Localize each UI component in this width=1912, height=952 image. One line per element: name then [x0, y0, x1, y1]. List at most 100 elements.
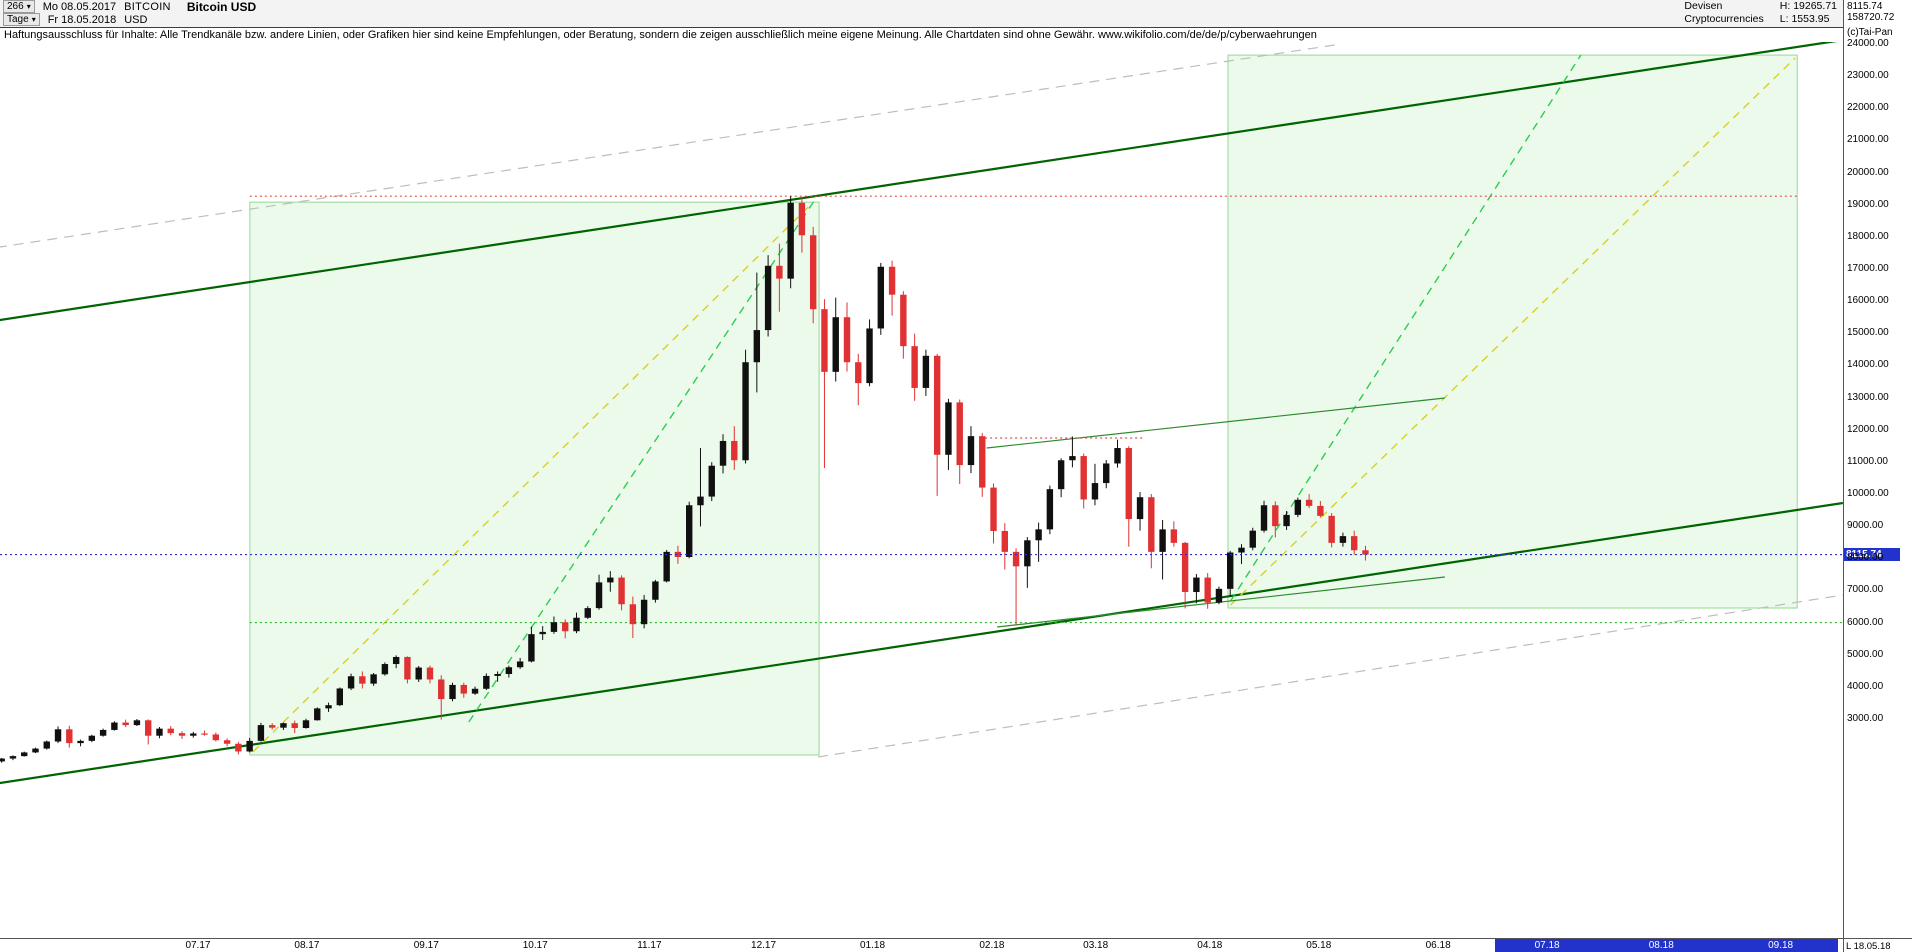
trend-channel-lower — [0, 501, 1843, 785]
candle-body — [426, 667, 434, 680]
candle-body — [1272, 505, 1279, 527]
candle-body — [347, 676, 355, 689]
candle-body — [640, 599, 648, 625]
mid-trendline-green — [986, 397, 1445, 449]
candle-body — [1170, 529, 1178, 543]
candle-body — [979, 436, 986, 488]
period-dropdown[interactable]: Tage ▾ — [3, 13, 40, 26]
category-line-1: Devisen — [1684, 0, 1723, 12]
y-axis-label: 8000.00 — [1847, 552, 1884, 564]
candle-body — [460, 684, 467, 694]
x-axis-label: 02.18 — [979, 940, 1005, 951]
candle-body — [1294, 499, 1302, 515]
candle-body — [223, 740, 231, 744]
candle-body — [719, 440, 727, 466]
outer-channel-upper-gray — [0, 43, 1342, 248]
candle-body — [99, 729, 107, 736]
candle-body — [494, 674, 501, 676]
candle-body — [404, 656, 411, 680]
candle-body — [787, 202, 794, 279]
high-low-column: H: 19265.71 L: 1553.95 — [1780, 0, 1837, 26]
candle-body — [629, 604, 637, 625]
candle-body — [1260, 505, 1268, 531]
bars-count-dropdown[interactable]: 266 ▾ — [3, 0, 35, 13]
candle-body — [381, 664, 389, 675]
candle-body — [674, 551, 682, 558]
price-axis: 8115.74 158720.72 (c)Tai-Pan 8115.74 L 1… — [1844, 0, 1912, 952]
x-axis-label: 04.18 — [1197, 940, 1223, 951]
candle-body — [77, 740, 84, 744]
candle-body — [257, 725, 265, 741]
category-column: Devisen Cryptocurrencies — [1684, 0, 1763, 26]
outer-channel-lower-gray — [817, 594, 1843, 758]
candle-body — [336, 688, 344, 706]
candle-body — [764, 265, 772, 331]
candle-body — [1046, 489, 1054, 530]
candle-body — [133, 720, 141, 726]
candle-body — [1362, 550, 1369, 555]
x-axis-label: 09.17 — [413, 940, 439, 951]
x-axis-label: 10.17 — [522, 940, 548, 951]
candle-body — [821, 309, 828, 372]
candle-body — [483, 675, 490, 689]
candle-body — [111, 722, 118, 730]
rally-trendline-2017 — [468, 197, 817, 723]
candle-body — [562, 622, 569, 632]
end-date-label: Fr 18.05.2018 — [47, 13, 117, 26]
y-axis-label: 9000.00 — [1847, 520, 1884, 532]
candle-body — [1001, 530, 1008, 552]
candle-body — [1103, 463, 1110, 484]
candle-body — [505, 667, 513, 675]
candle-body — [866, 328, 873, 384]
candle-body — [1193, 577, 1200, 593]
candle-body — [1024, 540, 1031, 567]
time-axis-line — [0, 938, 1912, 939]
candle-body — [178, 733, 186, 736]
candle-body — [302, 720, 310, 729]
candle-body — [911, 346, 918, 388]
candle-body — [922, 355, 930, 388]
candle-body — [1305, 499, 1313, 506]
candle-body — [235, 743, 242, 752]
candle-body — [21, 752, 28, 757]
x-axis-label: 05.18 — [1306, 940, 1332, 951]
candle-body — [1181, 542, 1189, 593]
candle-body — [66, 729, 73, 744]
candle-body — [314, 708, 321, 721]
candle-body — [550, 622, 558, 632]
candle-body — [449, 684, 456, 700]
bars-count-value: 266 — [7, 1, 24, 12]
x-axis-label: 03.18 — [1083, 940, 1109, 951]
candle-body — [190, 733, 197, 736]
trend-channel-upper — [0, 42, 1838, 322]
y-axis-label: 3000.00 — [1847, 713, 1884, 724]
x-axis-label: 07.18 — [1534, 940, 1560, 951]
candle-body — [595, 582, 603, 609]
chart-canvas[interactable] — [0, 42, 1843, 938]
header-row-2: Tage ▾ Fr 18.05.2018 USD — [3, 13, 147, 26]
y-axis-label: 6000.00 — [1847, 616, 1884, 628]
candle-body — [573, 617, 580, 632]
header-bar: 266 ▾ Mo 08.05.2017 BITCOIN Bitcoin USD … — [0, 0, 1843, 28]
candle-body — [0, 758, 5, 762]
candle-body — [1148, 497, 1155, 552]
y-axis-label: 17000.00 — [1847, 263, 1889, 274]
candle-body — [945, 402, 952, 455]
candle-body — [798, 202, 806, 236]
candle-body — [1227, 552, 1234, 589]
y-axis-label: 14000.00 — [1847, 359, 1889, 371]
box-diagonal-2017-yellow — [252, 204, 811, 753]
category-line-2: Cryptocurrencies — [1684, 13, 1764, 25]
candle-body — [607, 577, 614, 583]
candle-body — [1339, 536, 1347, 543]
instrument-title: Bitcoin USD — [186, 0, 257, 14]
y-axis-label: 15000.00 — [1847, 327, 1889, 339]
currency-label: USD — [124, 13, 148, 26]
candle-body — [1136, 497, 1144, 520]
candle-body — [54, 729, 62, 742]
period-low-label: L: 1553.95 — [1779, 13, 1830, 25]
candle-body — [742, 362, 749, 461]
y-axis-label: 4000.00 — [1847, 680, 1884, 692]
time-axis: 07.17 08.17 09.17 10.17 11.17 12.17 01.18 02.18… — [0, 939, 1843, 952]
y-axis-label: 13000.00 — [1847, 391, 1889, 403]
